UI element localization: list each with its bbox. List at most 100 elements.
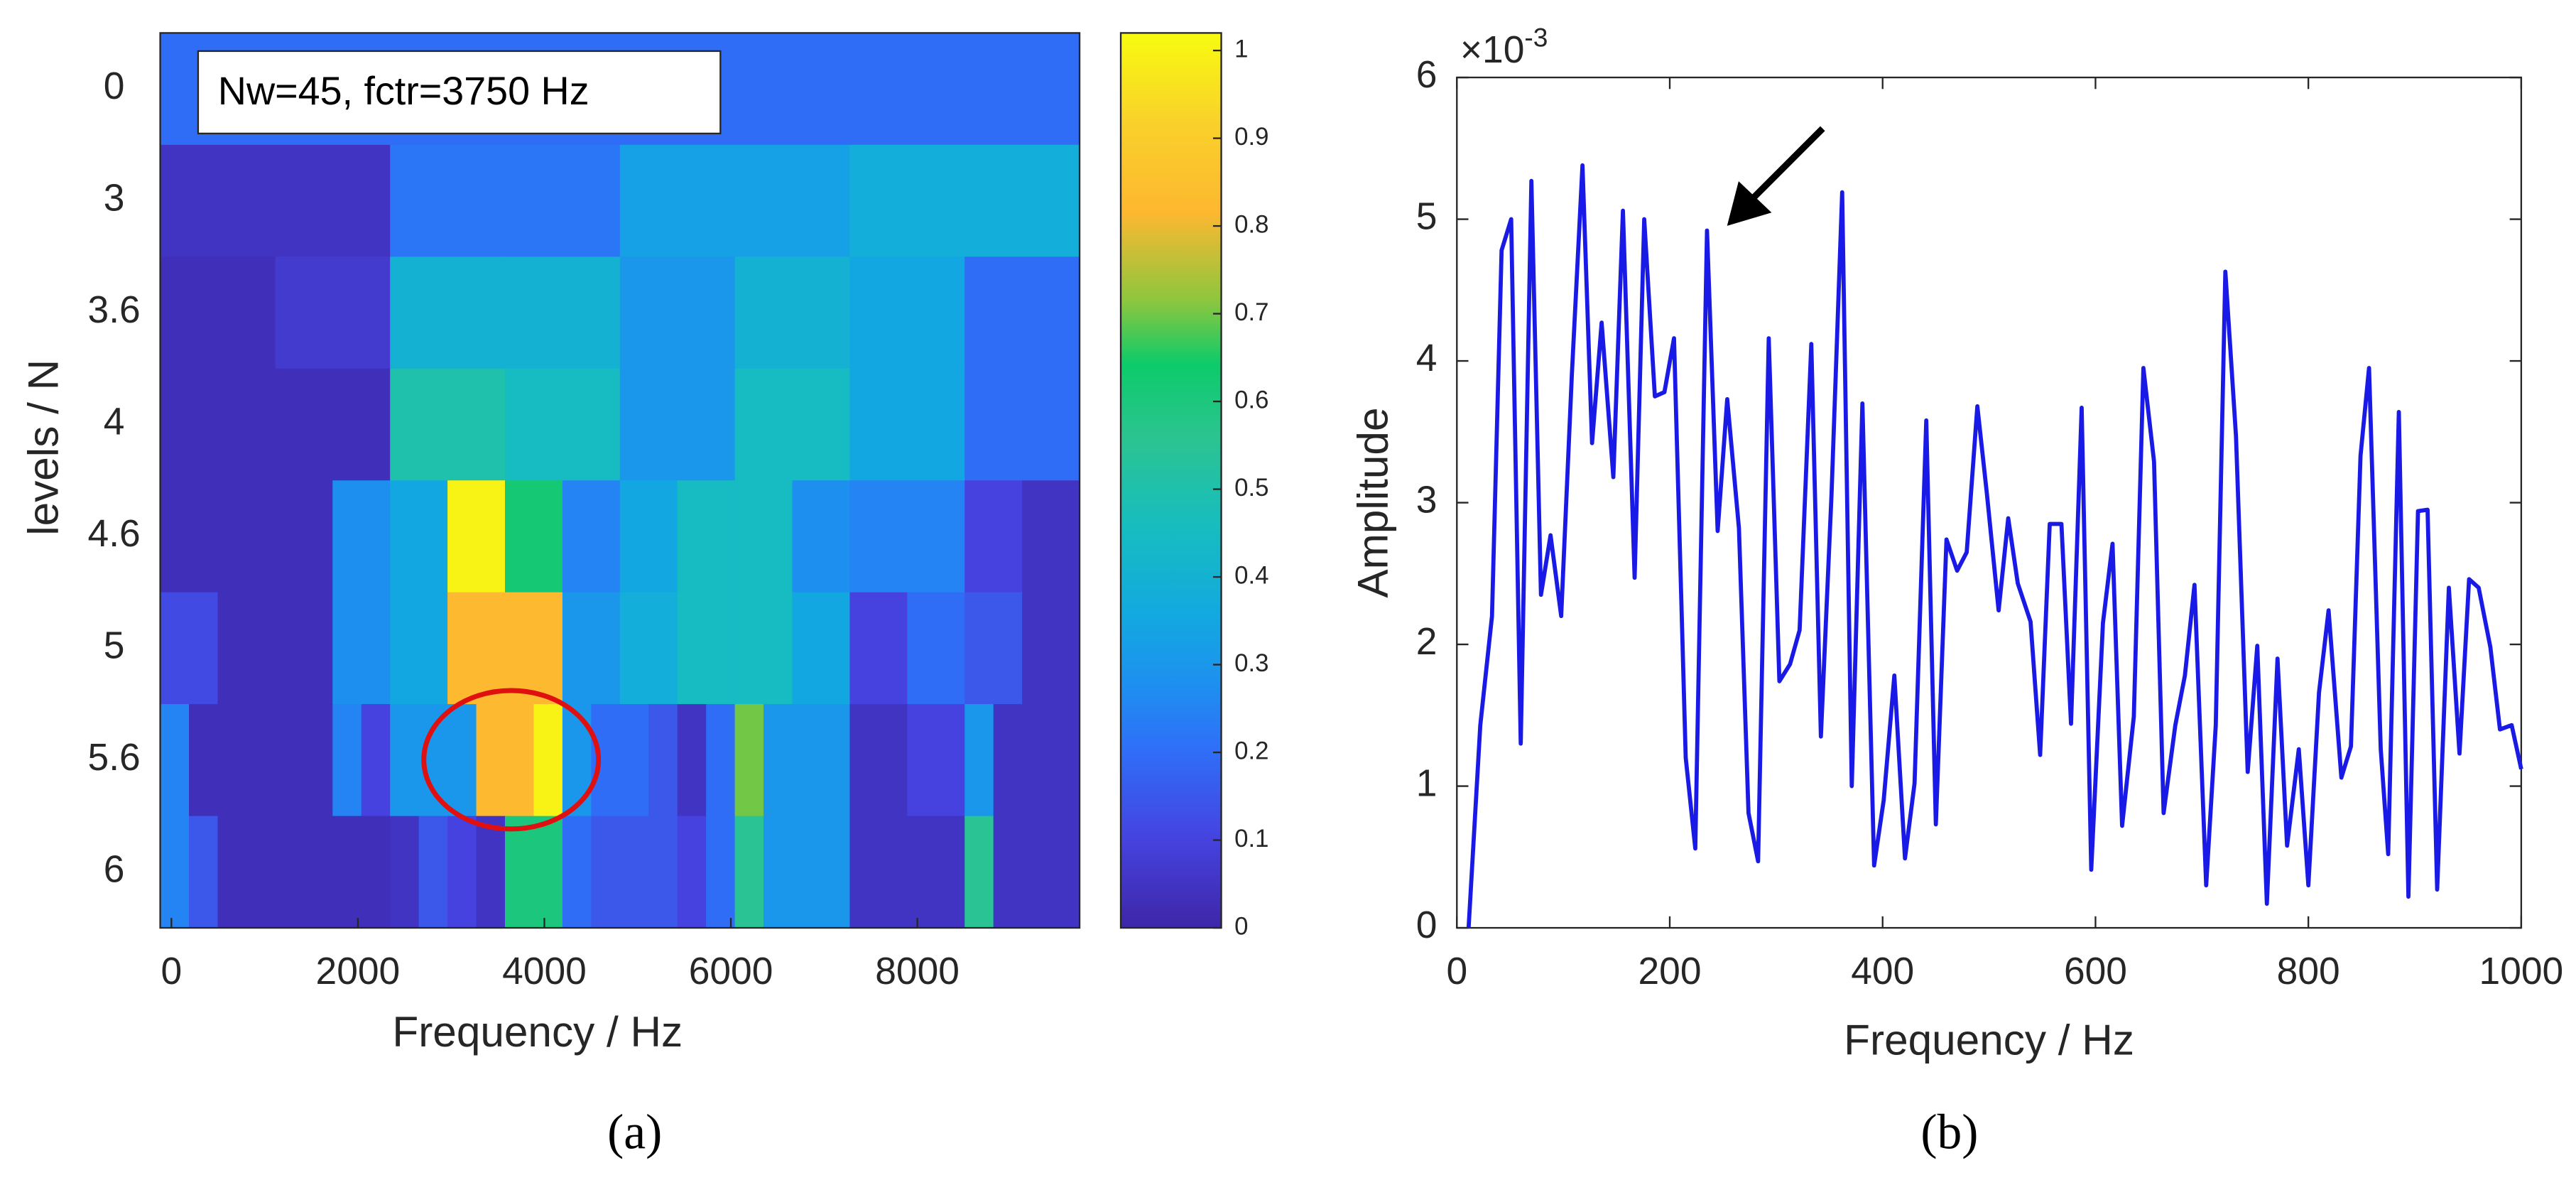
y-scale-label: ×10-3: [1460, 22, 1548, 71]
colorbar-tick-label: 0.5: [1234, 475, 1268, 502]
colorbar: [1119, 32, 1222, 929]
colorbar-tick-label: 0.3: [1234, 650, 1268, 677]
y-tick-label: 5: [1416, 196, 1438, 238]
heat-cell: [562, 592, 621, 705]
heat-cell: [792, 480, 851, 593]
x-tick-label: 400: [1851, 951, 1914, 992]
x-tick-label: 6000: [689, 951, 773, 992]
panel-b: 0 200 400 600 800 1000 0 1 2 3 4 5 6 ×10-3 Frequency /…: [1349, 22, 2564, 1159]
heat-cell: [562, 480, 621, 593]
heat-cell: [504, 816, 535, 929]
heat-cell: [504, 368, 621, 482]
heat-cell: [619, 368, 736, 482]
heat-cell: [217, 704, 247, 817]
heat-cell: [677, 816, 707, 929]
heat-cell: [677, 704, 707, 817]
colorbar-tick-label: 0.1: [1234, 826, 1268, 852]
y-tick-label: 5: [104, 625, 125, 667]
heat-cell: [418, 816, 449, 929]
heat-cell: [907, 704, 937, 817]
y-tick-label: 1: [1416, 763, 1438, 805]
heat-cell: [935, 704, 966, 817]
heat-cell: [275, 256, 391, 369]
heat-cell: [1022, 816, 1052, 929]
heat-cell: [734, 256, 851, 369]
data-line: [1466, 163, 2523, 929]
colorbar-tick-label: 0.2: [1234, 737, 1268, 764]
heat-cell: [332, 704, 362, 817]
heat-cell: [246, 704, 276, 817]
colorbar-tick-label: 0.7: [1234, 299, 1268, 326]
heat-cell: [849, 256, 966, 369]
heat-cell: [964, 704, 994, 817]
heat-cell: [935, 816, 966, 929]
colorbar-tick-label: 0.4: [1234, 562, 1268, 589]
heat-cell: [878, 704, 908, 817]
heat-cell: [160, 592, 219, 705]
heat-cell: [849, 368, 966, 482]
x-tick-label: 800: [2277, 951, 2340, 992]
heat-cell: [275, 480, 334, 593]
x-tick-label: 0: [161, 951, 182, 992]
heat-cell: [390, 368, 506, 482]
plot-frame: [159, 32, 1081, 929]
heat-cell: [1022, 480, 1080, 593]
heat-cell: [303, 816, 334, 929]
colorbar-tick-label: 0.8: [1234, 211, 1268, 238]
heat-cell: [706, 704, 736, 817]
y-tick-label: 6: [104, 848, 125, 890]
x-tick-label: 600: [2064, 951, 2127, 992]
heat-cell: [734, 704, 764, 817]
heat-cell: [878, 816, 908, 929]
heat-cell: [591, 816, 621, 929]
y-tick-label: 3: [104, 178, 125, 220]
x-tick-label: 0: [1446, 951, 1467, 992]
panel-a: 0 3 3.6 4 4.6 5 5.6 6 0 2000 4000 6000 8000 Frequency…: [18, 32, 1268, 1160]
heat-cell: [734, 480, 793, 593]
heat-cell: [964, 592, 1023, 705]
heat-cell: [447, 592, 506, 705]
heat-cell: [275, 592, 334, 705]
heat-cell: [619, 144, 851, 258]
heat-cell: [303, 704, 334, 817]
heat-cell: [964, 816, 994, 929]
y-tick-label: 4: [104, 401, 125, 443]
y-scale-exponent: -3: [1524, 22, 1548, 52]
heat-cell: [907, 592, 966, 705]
y-tick-label: 3.6: [88, 289, 141, 331]
heat-cell: [792, 704, 822, 817]
heat-cell: [849, 144, 1080, 258]
heat-cell: [619, 704, 650, 817]
y-scale-base: ×10: [1460, 29, 1524, 71]
heat-cell: [390, 256, 506, 369]
heat-cell: [447, 704, 477, 817]
heat-cell: [619, 256, 736, 369]
heat-cell: [619, 816, 650, 929]
y-tick-label: 4: [1416, 337, 1438, 379]
x-tick-label: 8000: [875, 951, 960, 992]
heat-cell: [217, 480, 276, 593]
heat-cell: [447, 480, 506, 593]
heat-cell: [533, 816, 563, 929]
y-tick-label: 0: [104, 65, 125, 107]
heat-cell: [476, 816, 506, 929]
heat-cell: [562, 704, 592, 817]
heat-cell: [533, 704, 563, 817]
heat-cell: [734, 368, 851, 482]
heat-cell: [648, 816, 678, 929]
heat-cell: [160, 480, 219, 593]
heat-cell: [390, 480, 449, 593]
heat-cell: [1022, 592, 1080, 705]
heat-cell: [332, 592, 391, 705]
heat-cell: [217, 816, 247, 929]
heat-cell: [390, 592, 449, 705]
heat-cell: [763, 816, 793, 929]
y-tick-label: 2: [1416, 621, 1438, 663]
colorbar-tick-label: 1: [1234, 36, 1248, 63]
highlight-ellipse: [421, 688, 602, 832]
heat-cell: [907, 816, 937, 929]
annotation-box: [197, 50, 722, 135]
heat-cell: [677, 480, 736, 593]
